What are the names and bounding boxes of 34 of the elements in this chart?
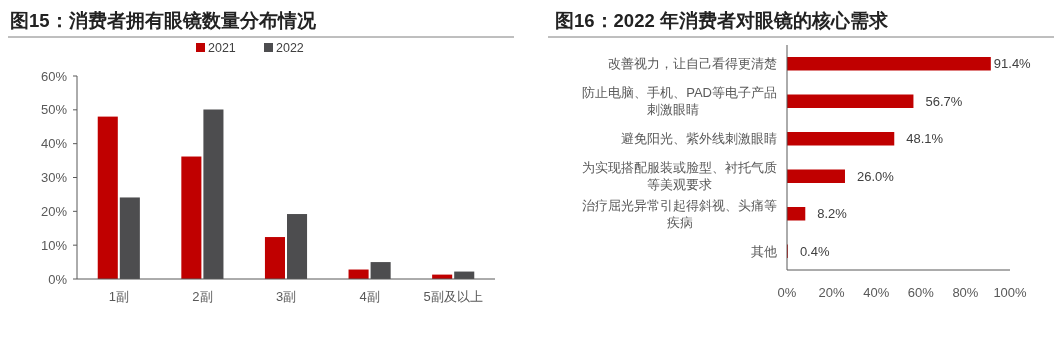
- x-tick-label: 60%: [907, 285, 935, 300]
- data-label: 0.4%: [799, 243, 830, 259]
- y-tick-label: 30%: [40, 170, 68, 185]
- y-tick-label: 60%: [40, 68, 68, 84]
- x-tick-label: 4副: [359, 289, 380, 304]
- y-tick-label: 其他: [751, 243, 777, 259]
- data-label: 56.7%: [925, 93, 963, 109]
- x-tick-label: 40%: [863, 285, 890, 300]
- data-label: 48.1%: [906, 131, 944, 147]
- x-tick-label: 20%: [818, 285, 846, 300]
- x-tick-label: 80%: [952, 285, 979, 300]
- x-tick-label: 100%: [993, 285, 1028, 300]
- y-tick-label: 治疗屈光异常引起得斜视、头痛等疾病: [582, 197, 777, 230]
- y-tick-label: 防止电脑、手机、PAD等电子产品刺激眼睛: [582, 85, 777, 118]
- y-tick-label: 为实现搭配服装或脸型、衬托气质等美观要求: [582, 160, 777, 193]
- legend-label: 2021: [208, 41, 236, 55]
- x-tick-label: 1副: [108, 289, 129, 304]
- legend-label: 2022: [276, 41, 304, 55]
- y-tick-label: 10%: [40, 237, 68, 253]
- y-tick-label: 50%: [40, 102, 68, 118]
- y-tick-label: 避免阳光、紫外线刺激眼睛: [621, 131, 777, 147]
- chart-title: 图15：消费者拥有眼镜数量分布情况: [10, 10, 317, 31]
- y-tick-label: 改善视力，让自己看得更清楚: [608, 56, 777, 72]
- y-tick-label: 0%: [48, 271, 68, 287]
- x-tick-label: 2副: [192, 289, 213, 304]
- data-label: 91.4%: [993, 56, 1032, 72]
- data-label: 8.2%: [817, 206, 848, 222]
- x-tick-label: 3副: [275, 289, 297, 304]
- y-tick-label: 40%: [40, 136, 68, 152]
- chart-title: 图16：2022 年消费者对眼镜的核心需求: [555, 10, 889, 31]
- x-tick-label: 5副及以上: [423, 289, 483, 304]
- y-tick-label: 20%: [40, 203, 68, 219]
- data-label: 26.0%: [856, 168, 895, 184]
- x-tick-label: 0%: [777, 285, 797, 300]
